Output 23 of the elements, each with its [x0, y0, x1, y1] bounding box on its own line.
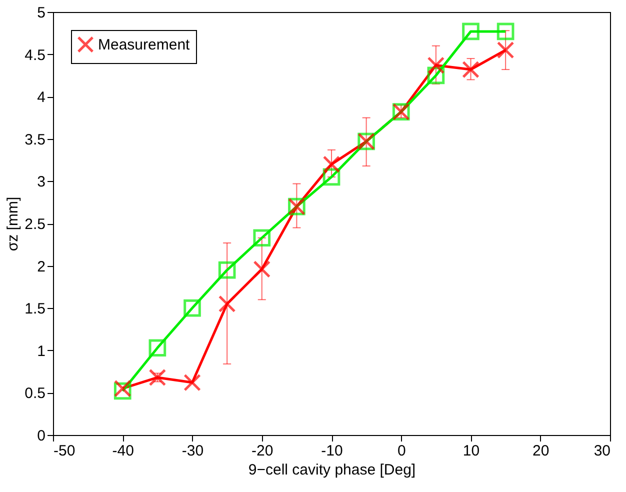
x-tick-label: -30	[182, 442, 204, 460]
y-tick-label: 4	[37, 89, 46, 106]
x-tick-label: 30	[594, 442, 610, 460]
y-tick-label: 0	[37, 428, 46, 444]
y-tick-label: 5	[37, 4, 46, 22]
y-tick-label: 4.5	[24, 46, 46, 64]
legend-label: Measurement	[98, 36, 191, 54]
x-tick-label: -20	[252, 442, 274, 460]
y-tick-label: 3.5	[24, 131, 46, 148]
x-tick-label: -10	[321, 442, 343, 460]
y-tick-label: 1.5	[24, 300, 46, 318]
y-axis-title: σz [mm]	[4, 196, 22, 252]
x-tick-label: -50	[54, 442, 76, 460]
y-tick-label: 2.5	[24, 216, 46, 233]
y-tick-label: 0.5	[24, 385, 46, 402]
y-tick-label: 3	[37, 174, 46, 191]
y-tick-label: 1	[37, 342, 46, 360]
x-tick-label: 20	[532, 442, 550, 460]
y-tick-label: 2	[37, 258, 46, 276]
x-axis-title: 9−cell cavity phase [Deg]	[248, 462, 416, 478]
x-tick-label: 10	[462, 442, 480, 460]
x-tick-label: -40	[112, 442, 134, 460]
x-tick-label: 0	[397, 442, 406, 460]
